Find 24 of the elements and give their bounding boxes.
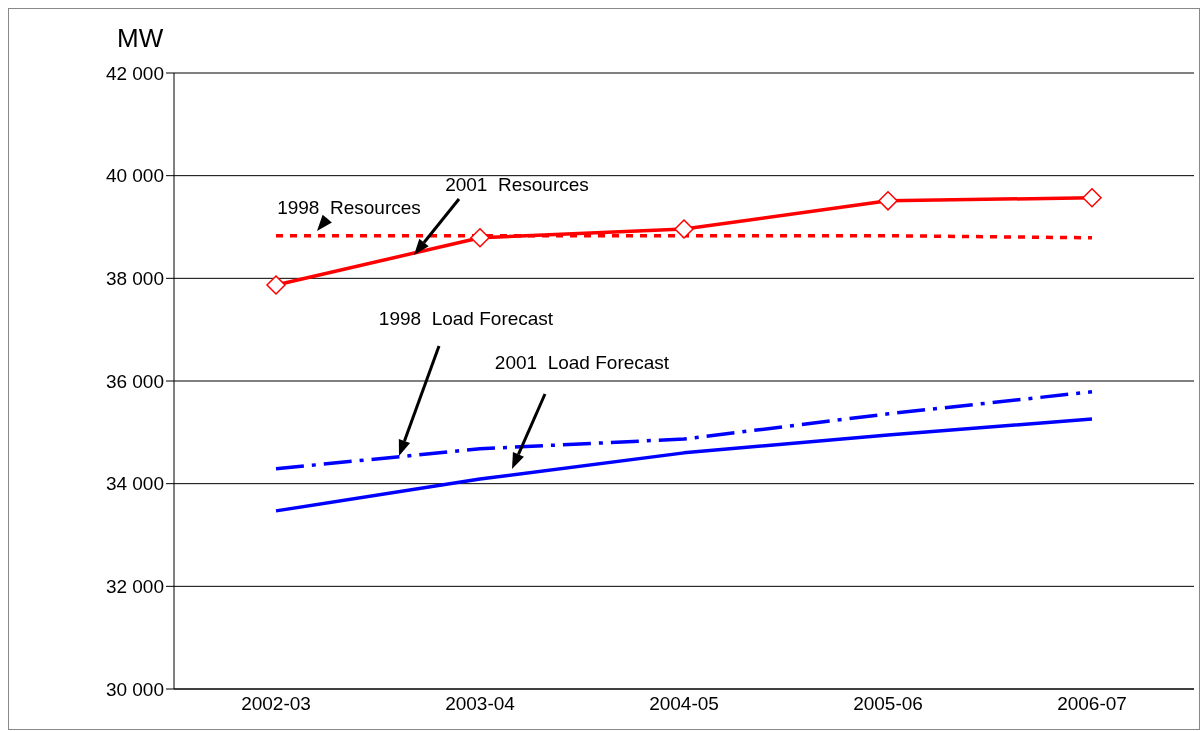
point — [1082, 187, 1102, 208]
y-tick-label: 34 000 — [105, 473, 164, 495]
y-tick-label: 38 000 — [105, 268, 164, 290]
x-tick-label: 2002-03 — [241, 693, 311, 715]
text: 2001 Resources — [445, 174, 589, 195]
x-tick-label: 2003-04 — [445, 693, 516, 715]
x-tick-label: 2004-05 — [649, 693, 719, 715]
y-tick-label: 30 000 — [105, 678, 164, 700]
line-series — [274, 390, 1094, 471]
point — [878, 191, 898, 211]
point — [674, 219, 694, 239]
x-tick-label: 2005-06 — [853, 693, 923, 715]
text: 2001 Load Forecast — [494, 352, 670, 373]
x-tick-label: 2006-07 — [1057, 693, 1127, 715]
text: 1998 Load Forecast — [378, 308, 554, 329]
y-tick-label: 36 000 — [105, 370, 164, 392]
y-axis-title: MW — [117, 23, 164, 54]
line-series — [274, 417, 1094, 513]
y-tick-label: 32 000 — [105, 576, 164, 598]
point — [470, 228, 490, 248]
series-label: 1998 Resources — [277, 197, 421, 218]
y-tick-label: 42 000 — [105, 62, 164, 84]
y-tick-label: 40 000 — [105, 165, 164, 187]
point — [266, 275, 286, 295]
